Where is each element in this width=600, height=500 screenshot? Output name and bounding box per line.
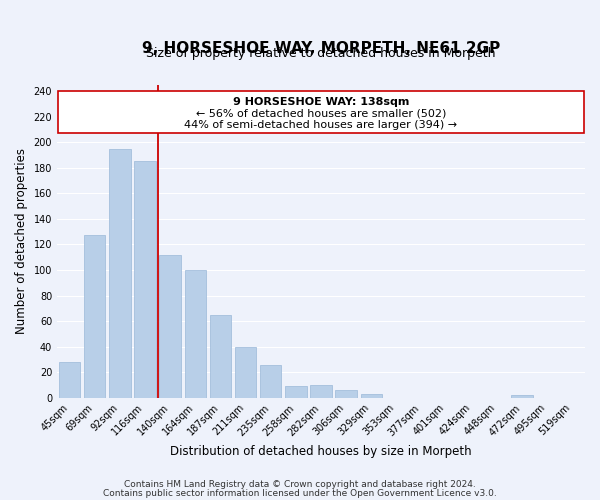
Text: Contains HM Land Registry data © Crown copyright and database right 2024.: Contains HM Land Registry data © Crown c… — [124, 480, 476, 489]
Bar — [335, 390, 357, 398]
Bar — [134, 162, 156, 398]
Bar — [59, 362, 80, 398]
Bar — [361, 394, 382, 398]
Bar — [511, 395, 533, 398]
X-axis label: Distribution of detached houses by size in Morpeth: Distribution of detached houses by size … — [170, 444, 472, 458]
Bar — [260, 364, 281, 398]
Bar — [84, 236, 106, 398]
Text: 9 HORSESHOE WAY: 138sqm: 9 HORSESHOE WAY: 138sqm — [233, 98, 409, 108]
Y-axis label: Number of detached properties: Number of detached properties — [15, 148, 28, 334]
Text: 44% of semi-detached houses are larger (394) →: 44% of semi-detached houses are larger (… — [184, 120, 458, 130]
Text: 9, HORSESHOE WAY, MORPETH, NE61 2GP: 9, HORSESHOE WAY, MORPETH, NE61 2GP — [142, 42, 500, 56]
Bar — [310, 385, 332, 398]
Bar — [109, 148, 131, 398]
Title: Size of property relative to detached houses in Morpeth: Size of property relative to detached ho… — [146, 47, 496, 60]
Bar — [210, 314, 231, 398]
FancyBboxPatch shape — [58, 91, 584, 133]
Text: ← 56% of detached houses are smaller (502): ← 56% of detached houses are smaller (50… — [196, 109, 446, 119]
Bar — [160, 254, 181, 398]
Text: Contains public sector information licensed under the Open Government Licence v3: Contains public sector information licen… — [103, 490, 497, 498]
Bar — [285, 386, 307, 398]
Bar — [235, 346, 256, 398]
Bar — [185, 270, 206, 398]
